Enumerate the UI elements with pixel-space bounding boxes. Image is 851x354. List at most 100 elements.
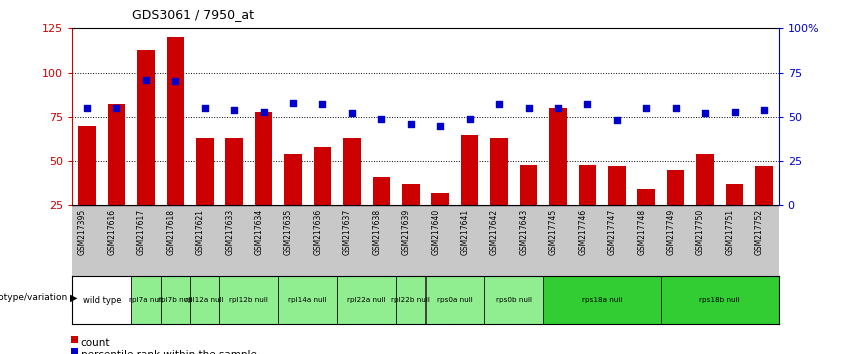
Bar xyxy=(696,154,714,250)
Bar xyxy=(78,126,96,250)
Text: GSM217641: GSM217641 xyxy=(460,209,470,255)
Point xyxy=(286,100,300,105)
Bar xyxy=(396,276,426,324)
Bar xyxy=(314,147,331,250)
Point xyxy=(669,105,683,111)
Text: GSM217638: GSM217638 xyxy=(373,209,381,255)
Text: GSM217642: GSM217642 xyxy=(490,209,499,255)
Bar xyxy=(373,177,390,250)
Bar xyxy=(579,165,597,250)
Bar xyxy=(131,276,161,324)
Bar xyxy=(543,276,661,324)
Text: ▶: ▶ xyxy=(70,293,77,303)
Point xyxy=(110,105,123,111)
Text: count: count xyxy=(81,338,111,348)
Text: rpl14a null: rpl14a null xyxy=(288,297,327,303)
Text: GSM217639: GSM217639 xyxy=(402,209,411,255)
Text: GSM217747: GSM217747 xyxy=(608,209,617,255)
Text: GSM217746: GSM217746 xyxy=(579,209,587,255)
Bar xyxy=(484,276,543,324)
Text: rps0a null: rps0a null xyxy=(437,297,473,303)
Text: rpl12b null: rpl12b null xyxy=(230,297,268,303)
Point xyxy=(728,109,741,114)
Bar xyxy=(254,112,272,250)
Bar xyxy=(637,189,655,250)
Point xyxy=(610,118,624,123)
Point xyxy=(346,110,359,116)
Text: GSM217395: GSM217395 xyxy=(78,209,87,255)
Point xyxy=(168,79,182,84)
Bar xyxy=(284,154,302,250)
Bar xyxy=(137,50,155,250)
Text: GSM217616: GSM217616 xyxy=(107,209,117,255)
Text: GSM217643: GSM217643 xyxy=(519,209,528,255)
Text: GSM217617: GSM217617 xyxy=(137,209,146,255)
Text: GSM217750: GSM217750 xyxy=(696,209,705,255)
Bar xyxy=(196,138,214,250)
Point xyxy=(522,105,535,111)
Text: rps18a null: rps18a null xyxy=(582,297,622,303)
Text: rps0b null: rps0b null xyxy=(496,297,532,303)
Point xyxy=(639,105,653,111)
Bar xyxy=(431,193,449,250)
Point xyxy=(757,107,771,113)
Point xyxy=(580,102,594,107)
Text: GSM217751: GSM217751 xyxy=(726,209,734,255)
Text: GSM217618: GSM217618 xyxy=(166,209,175,255)
Text: GSM217749: GSM217749 xyxy=(666,209,676,255)
Bar xyxy=(220,276,278,324)
Bar xyxy=(337,276,396,324)
Text: GSM217635: GSM217635 xyxy=(284,209,293,255)
Text: rps18b null: rps18b null xyxy=(700,297,740,303)
Bar xyxy=(278,276,337,324)
Bar xyxy=(426,276,484,324)
Text: rpl22a null: rpl22a null xyxy=(347,297,386,303)
Text: GSM217748: GSM217748 xyxy=(637,209,646,255)
Bar xyxy=(755,166,773,250)
Point xyxy=(227,107,241,113)
Bar xyxy=(520,165,537,250)
Text: GSM217633: GSM217633 xyxy=(226,209,234,255)
Text: genotype/variation: genotype/variation xyxy=(0,293,68,302)
Text: GSM217637: GSM217637 xyxy=(343,209,352,255)
Point xyxy=(316,102,329,107)
Text: GDS3061 / 7950_at: GDS3061 / 7950_at xyxy=(132,8,254,21)
Bar xyxy=(608,166,625,250)
Text: GSM217621: GSM217621 xyxy=(196,209,205,255)
Text: rpl7b null: rpl7b null xyxy=(158,297,192,303)
Bar xyxy=(343,138,361,250)
Bar xyxy=(490,138,508,250)
Bar xyxy=(167,37,184,250)
Bar xyxy=(161,276,190,324)
Bar xyxy=(190,276,220,324)
Point xyxy=(198,105,212,111)
Point xyxy=(374,116,388,121)
Point xyxy=(492,102,505,107)
Point xyxy=(139,77,152,82)
Bar xyxy=(726,184,744,250)
Point xyxy=(404,121,418,127)
Point xyxy=(433,123,447,129)
Bar xyxy=(72,276,131,324)
Point xyxy=(80,105,94,111)
Bar xyxy=(661,276,779,324)
Text: GSM217752: GSM217752 xyxy=(755,209,764,255)
Bar xyxy=(461,135,478,250)
Text: rpl12a null: rpl12a null xyxy=(186,297,224,303)
Text: GSM217640: GSM217640 xyxy=(431,209,440,255)
Bar xyxy=(402,184,420,250)
Bar xyxy=(549,108,567,250)
Text: wild type: wild type xyxy=(83,296,121,304)
Text: GSM217634: GSM217634 xyxy=(254,209,264,255)
Point xyxy=(699,110,712,116)
Text: GSM217636: GSM217636 xyxy=(313,209,323,255)
Bar xyxy=(667,170,684,250)
Text: rpl22b null: rpl22b null xyxy=(391,297,431,303)
Text: rpl7a null: rpl7a null xyxy=(129,297,163,303)
Point xyxy=(551,105,565,111)
Bar xyxy=(226,138,243,250)
Text: percentile rank within the sample: percentile rank within the sample xyxy=(81,350,257,354)
Point xyxy=(257,109,271,114)
Point xyxy=(463,116,477,121)
Text: GSM217745: GSM217745 xyxy=(549,209,558,255)
